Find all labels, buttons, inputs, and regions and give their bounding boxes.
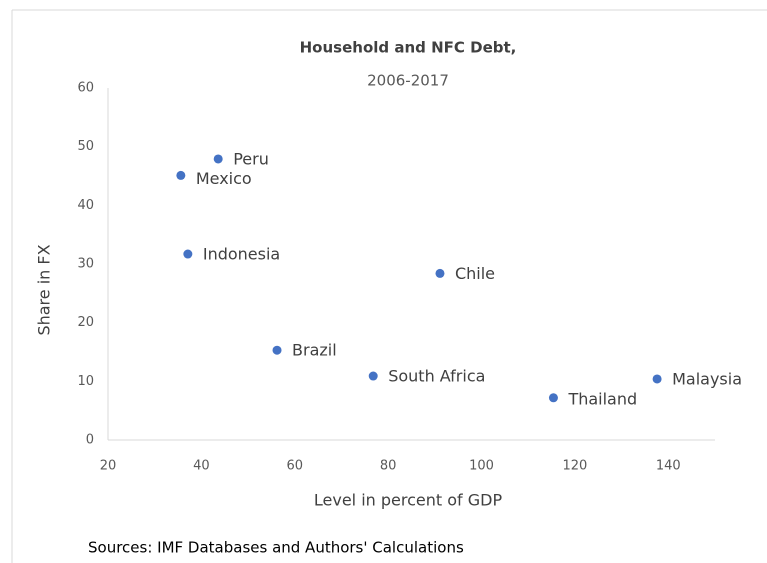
point-label: Brazil — [292, 341, 337, 360]
y-tick-label: 10 — [77, 374, 94, 389]
x-tick-label: 140 — [656, 459, 681, 474]
point — [435, 268, 445, 278]
y-tick-label: 0 — [86, 433, 94, 448]
point-label: Mexico — [196, 169, 252, 188]
point — [272, 345, 282, 355]
point — [548, 393, 558, 403]
x-tick-label: 120 — [563, 459, 588, 474]
point — [176, 170, 186, 180]
point — [183, 249, 193, 259]
point-label: South Africa — [388, 367, 485, 386]
y-tick-label: 60 — [77, 81, 94, 96]
x-tick-label: 20 — [100, 459, 117, 474]
x-axis-label: Level in percent of GDP — [314, 491, 503, 510]
y-axis-label: Share in FX — [35, 244, 54, 335]
y-tick-label: 30 — [77, 257, 94, 272]
point-label: Peru — [233, 149, 269, 168]
y-tick-label: 20 — [77, 315, 94, 330]
point — [213, 154, 223, 164]
point-label: Chile — [455, 264, 495, 283]
y-tick-label: 50 — [77, 139, 94, 154]
x-tick-label: 60 — [286, 459, 303, 474]
chart-subtitle: 2006-2017 — [367, 72, 449, 90]
point-label: Indonesia — [203, 245, 280, 264]
point — [368, 371, 378, 381]
x-tick-label: 40 — [193, 459, 210, 474]
point-label: Malaysia — [672, 369, 742, 388]
chart-title: Household and NFC Debt, — [300, 39, 517, 57]
x-tick-label: 80 — [380, 459, 397, 474]
point-label: Thailand — [567, 389, 637, 408]
x-tick-label: 100 — [469, 459, 494, 474]
source-note: Sources: IMF Databases and Authors' Calc… — [88, 539, 464, 557]
y-tick-label: 40 — [77, 198, 94, 213]
point — [652, 374, 662, 384]
